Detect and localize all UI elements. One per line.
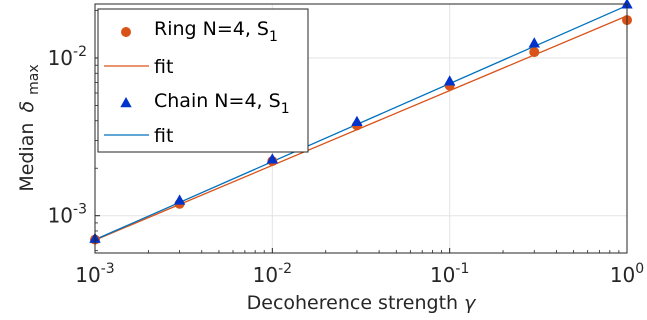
legend-entry-subscript: 1 <box>281 101 290 117</box>
legend-entry-label: Chain N=4, S1 <box>154 90 290 117</box>
x-tick-base: 10 <box>253 263 278 287</box>
y-axis-label-text: Median <box>16 123 38 192</box>
legend-entry-label: fit <box>154 125 173 147</box>
x-tick-label: 10-3 <box>75 261 114 287</box>
legend-entry-name: fit <box>154 125 173 147</box>
chain-data-point <box>443 75 456 86</box>
legend-entry-name: Chain N=4, S <box>154 90 281 112</box>
legend-entry-label: Ring N=4, S1 <box>154 18 278 45</box>
y-tick-base: 10 <box>48 46 73 70</box>
chain-data-point <box>266 153 279 164</box>
x-axis-label-text: Decoherence strength <box>247 292 458 314</box>
ring-data-point <box>529 47 540 58</box>
x-axis-label: Decoherence strength γ <box>247 292 478 314</box>
y-axis-label: Median δ max <box>16 64 42 191</box>
x-tick-base: 10 <box>75 263 100 287</box>
x-tick-base: 10 <box>610 263 635 287</box>
x-tick-base: 10 <box>430 263 455 287</box>
y-tick-label: 10-3 <box>48 202 87 228</box>
legend-entry-subscript: 1 <box>269 29 278 45</box>
y-axis-label-symbol: δ <box>16 101 38 113</box>
legend-triangle-swatch <box>120 97 132 108</box>
y-axis-label-subscript: max <box>26 64 42 95</box>
y-tick-base: 10 <box>48 204 73 228</box>
chain-data-point <box>351 115 363 126</box>
chain-data-point <box>173 194 186 205</box>
x-tick-label: 100 <box>610 261 644 287</box>
y-tick-exponent: -2 <box>73 44 87 60</box>
x-axis-label-symbol: γ <box>464 292 477 314</box>
y-tick-label: 10-2 <box>48 44 87 70</box>
x-tick-exponent: 0 <box>635 261 644 277</box>
legend-entry-name: fit <box>154 56 173 78</box>
chain-data-point <box>528 37 540 48</box>
x-tick-label: 10-1 <box>430 261 469 287</box>
x-tick-exponent: -1 <box>455 261 469 277</box>
x-tick-label: 10-2 <box>253 261 292 287</box>
plot-area-border <box>94 3 628 254</box>
legend-circle-swatch <box>121 27 131 37</box>
x-tick-exponent: -2 <box>278 261 292 277</box>
y-tick-exponent: -3 <box>73 202 87 218</box>
legend-box <box>97 8 309 153</box>
legend-entry-name: Ring N=4, S <box>154 18 269 40</box>
x-tick-exponent: -3 <box>101 261 115 277</box>
legend-entry-label: fit <box>154 56 173 78</box>
